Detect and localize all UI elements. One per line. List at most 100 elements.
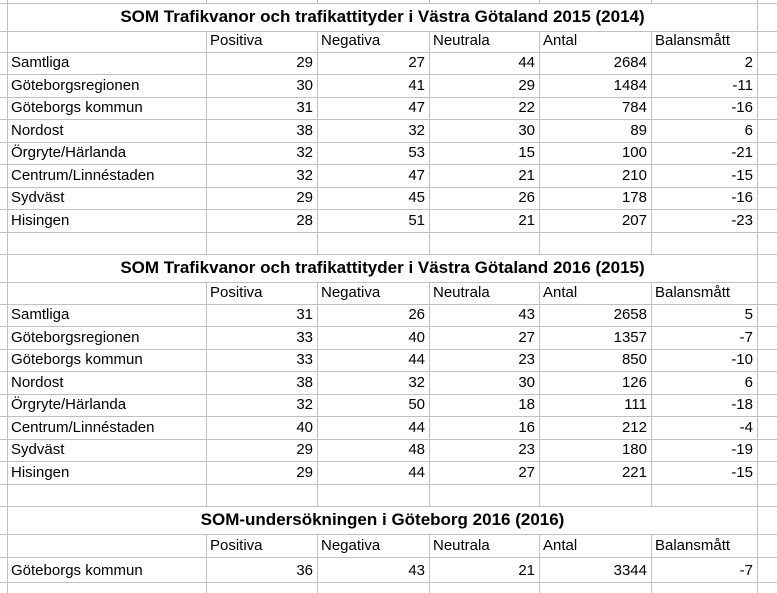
value-cell-t0-r0-c1[interactable]: 27 bbox=[318, 53, 430, 74]
value-cell-t0-r4-c1[interactable]: 53 bbox=[318, 143, 430, 164]
value-cell-t1-r5-c0[interactable]: 40 bbox=[207, 417, 318, 439]
value-cell-t1-r3-c1[interactable]: 32 bbox=[318, 372, 430, 394]
row-label-cell-t2-r0[interactable]: Göteborgs kommun bbox=[8, 558, 207, 582]
empty-cell[interactable] bbox=[0, 4, 8, 31]
column-header-cell-t2-c0[interactable]: Positiva bbox=[207, 535, 318, 557]
empty-cell[interactable] bbox=[652, 233, 758, 254]
empty-cell[interactable] bbox=[758, 417, 777, 439]
empty-cell[interactable] bbox=[758, 462, 777, 484]
column-header-cell-t2-c3[interactable]: Antal bbox=[540, 535, 652, 557]
row-label-cell-t1-r7[interactable]: Hisingen bbox=[8, 462, 207, 484]
empty-cell[interactable] bbox=[8, 583, 207, 593]
empty-cell[interactable] bbox=[207, 233, 318, 254]
value-cell-t1-r0-c1[interactable]: 26 bbox=[318, 305, 430, 326]
value-cell-t1-r6-c3[interactable]: 180 bbox=[540, 440, 652, 461]
empty-cell[interactable] bbox=[318, 0, 430, 3]
column-header-cell-t0-c2[interactable]: Neutrala bbox=[430, 32, 540, 52]
empty-cell[interactable] bbox=[0, 210, 8, 232]
row-label-cell-t1-r6[interactable]: Sydväst bbox=[8, 440, 207, 461]
value-cell-t1-r5-c3[interactable]: 212 bbox=[540, 417, 652, 439]
row-label-cell-t0-r2[interactable]: Göteborgs kommun bbox=[8, 98, 207, 119]
row-label-cell-t1-r4[interactable]: Örgryte/Härlanda bbox=[8, 395, 207, 416]
value-cell-t1-r7-c4[interactable]: -15 bbox=[652, 462, 758, 484]
empty-cell[interactable] bbox=[758, 305, 777, 326]
column-header-cell-t0-c0[interactable]: Positiva bbox=[207, 32, 318, 52]
value-cell-t1-r0-c2[interactable]: 43 bbox=[430, 305, 540, 326]
empty-cell[interactable] bbox=[0, 120, 8, 142]
empty-cell[interactable] bbox=[0, 75, 8, 97]
table-title-cell[interactable]: SOM-undersökningen i Göteborg 2016 (2016… bbox=[8, 507, 758, 534]
value-cell-t0-r6-c4[interactable]: -16 bbox=[652, 188, 758, 209]
value-cell-t0-r6-c3[interactable]: 178 bbox=[540, 188, 652, 209]
empty-cell[interactable] bbox=[0, 32, 8, 52]
empty-cell[interactable] bbox=[0, 283, 8, 304]
value-cell-t0-r1-c0[interactable]: 30 bbox=[207, 75, 318, 97]
empty-cell[interactable] bbox=[0, 53, 8, 74]
empty-cell[interactable] bbox=[0, 372, 8, 394]
empty-cell[interactable] bbox=[318, 485, 430, 506]
value-cell-t0-r0-c0[interactable]: 29 bbox=[207, 53, 318, 74]
empty-cell[interactable] bbox=[8, 485, 207, 506]
empty-cell[interactable] bbox=[0, 395, 8, 416]
column-header-cell-t2-c1[interactable]: Negativa bbox=[318, 535, 430, 557]
empty-cell[interactable] bbox=[207, 0, 318, 3]
value-cell-t0-r7-c2[interactable]: 21 bbox=[430, 210, 540, 232]
value-cell-t0-r5-c2[interactable]: 21 bbox=[430, 165, 540, 187]
column-header-cell-t0-c4[interactable]: Balansmått bbox=[652, 32, 758, 52]
value-cell-t0-r0-c2[interactable]: 44 bbox=[430, 53, 540, 74]
empty-cell[interactable] bbox=[8, 535, 207, 557]
value-cell-t1-r3-c2[interactable]: 30 bbox=[430, 372, 540, 394]
empty-cell[interactable] bbox=[758, 210, 777, 232]
value-cell-t1-r2-c2[interactable]: 23 bbox=[430, 350, 540, 371]
empty-cell[interactable] bbox=[0, 535, 8, 557]
value-cell-t1-r0-c0[interactable]: 31 bbox=[207, 305, 318, 326]
empty-cell[interactable] bbox=[0, 305, 8, 326]
value-cell-t1-r3-c3[interactable]: 126 bbox=[540, 372, 652, 394]
value-cell-t1-r5-c1[interactable]: 44 bbox=[318, 417, 430, 439]
column-header-cell-t2-c4[interactable]: Balansmått bbox=[652, 535, 758, 557]
empty-cell[interactable] bbox=[758, 485, 777, 506]
value-cell-t0-r1-c1[interactable]: 41 bbox=[318, 75, 430, 97]
column-header-cell-t1-c4[interactable]: Balansmått bbox=[652, 283, 758, 304]
value-cell-t1-r5-c2[interactable]: 16 bbox=[430, 417, 540, 439]
value-cell-t1-r6-c1[interactable]: 48 bbox=[318, 440, 430, 461]
value-cell-t1-r1-c1[interactable]: 40 bbox=[318, 327, 430, 349]
value-cell-t0-r3-c3[interactable]: 89 bbox=[540, 120, 652, 142]
value-cell-t1-r1-c2[interactable]: 27 bbox=[430, 327, 540, 349]
empty-cell[interactable] bbox=[758, 558, 777, 582]
empty-cell[interactable] bbox=[758, 32, 777, 52]
empty-cell[interactable] bbox=[540, 583, 652, 593]
empty-cell[interactable] bbox=[430, 233, 540, 254]
value-cell-t0-r6-c0[interactable]: 29 bbox=[207, 188, 318, 209]
empty-cell[interactable] bbox=[758, 4, 777, 31]
row-label-cell-t0-r0[interactable]: Samtliga bbox=[8, 53, 207, 74]
empty-cell[interactable] bbox=[0, 233, 8, 254]
row-label-cell-t0-r6[interactable]: Sydväst bbox=[8, 188, 207, 209]
empty-cell[interactable] bbox=[318, 233, 430, 254]
empty-cell[interactable] bbox=[758, 233, 777, 254]
value-cell-t0-r3-c4[interactable]: 6 bbox=[652, 120, 758, 142]
value-cell-t0-r4-c2[interactable]: 15 bbox=[430, 143, 540, 164]
empty-cell[interactable] bbox=[652, 0, 758, 3]
value-cell-t1-r1-c4[interactable]: -7 bbox=[652, 327, 758, 349]
value-cell-t0-r5-c0[interactable]: 32 bbox=[207, 165, 318, 187]
value-cell-t0-r2-c0[interactable]: 31 bbox=[207, 98, 318, 119]
row-label-cell-t0-r7[interactable]: Hisingen bbox=[8, 210, 207, 232]
empty-cell[interactable] bbox=[758, 507, 777, 534]
empty-cell[interactable] bbox=[0, 417, 8, 439]
empty-cell[interactable] bbox=[0, 98, 8, 119]
row-label-cell-t0-r1[interactable]: Göteborgsregionen bbox=[8, 75, 207, 97]
empty-cell[interactable] bbox=[758, 143, 777, 164]
empty-cell[interactable] bbox=[8, 32, 207, 52]
value-cell-t0-r3-c2[interactable]: 30 bbox=[430, 120, 540, 142]
row-label-cell-t0-r4[interactable]: Örgryte/Härlanda bbox=[8, 143, 207, 164]
value-cell-t0-r4-c4[interactable]: -21 bbox=[652, 143, 758, 164]
value-cell-t0-r2-c2[interactable]: 22 bbox=[430, 98, 540, 119]
column-header-cell-t1-c1[interactable]: Negativa bbox=[318, 283, 430, 304]
column-header-cell-t1-c3[interactable]: Antal bbox=[540, 283, 652, 304]
value-cell-t1-r1-c0[interactable]: 33 bbox=[207, 327, 318, 349]
empty-cell[interactable] bbox=[758, 372, 777, 394]
value-cell-t1-r3-c0[interactable]: 38 bbox=[207, 372, 318, 394]
empty-cell[interactable] bbox=[652, 583, 758, 593]
value-cell-t1-r7-c0[interactable]: 29 bbox=[207, 462, 318, 484]
